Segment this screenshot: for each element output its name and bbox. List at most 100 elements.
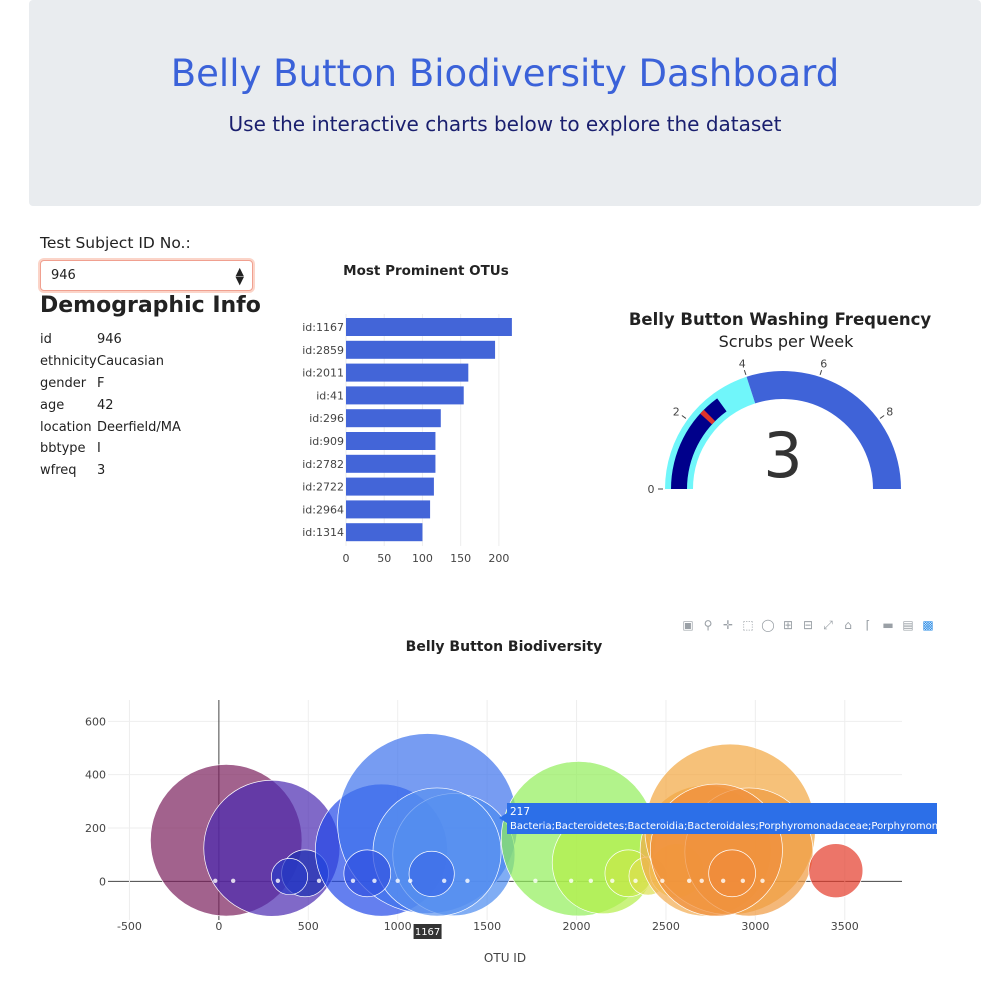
- bubble-small[interactable]: [533, 878, 538, 883]
- bubble-small[interactable]: [372, 878, 377, 883]
- demographic-value: 42: [97, 397, 114, 413]
- zoom-icon[interactable]: ⚲: [703, 618, 713, 632]
- bubble[interactable]: [271, 858, 309, 896]
- demographic-value: Deerfield/MA: [97, 419, 181, 435]
- bubble-small[interactable]: [316, 878, 322, 883]
- gauge-tick-label: 6: [820, 357, 827, 370]
- hover-tooltip-pointer: [499, 813, 507, 823]
- bubble-small[interactable]: [230, 878, 236, 883]
- bar-x-tick: 100: [412, 552, 433, 565]
- plot-modebar: ▣ ⚲ ✛ ⬚ ◯ ⊞ ⊟ ⤢ ⌂ ⌈ ▬ ▤ ▩: [680, 617, 936, 633]
- bar-y-tick: id:2011: [302, 367, 344, 380]
- bubble-small[interactable]: [760, 878, 765, 883]
- select-arrows-icon: ▲ ▼: [235, 265, 244, 287]
- bubble[interactable]: [808, 843, 864, 899]
- bubble-small[interactable]: [699, 878, 704, 883]
- demographic-value: F: [97, 375, 105, 391]
- bar[interactable]: [346, 477, 434, 496]
- bubble-small[interactable]: [633, 878, 638, 883]
- demographic-key: bbtype: [40, 441, 86, 457]
- bar-y-tick: id:2782: [302, 458, 344, 471]
- gauge-tick-label: 0: [648, 483, 655, 496]
- bubble-small[interactable]: [441, 878, 447, 883]
- demographic-row: wfreq 3: [40, 460, 181, 482]
- autoscale-icon[interactable]: ⤢: [823, 618, 833, 632]
- bubble-small[interactable]: [720, 878, 726, 883]
- bubble-small[interactable]: [213, 878, 218, 883]
- subject-select-value: 946: [51, 268, 76, 283]
- demographic-key: ethnicity: [40, 354, 97, 370]
- demographic-title: Demographic Info: [40, 293, 261, 318]
- bubble-y-tick: 400: [85, 769, 106, 782]
- bubble-x-tick: 2500: [652, 920, 680, 933]
- demographic-row: ethnicity Caucasian: [40, 351, 181, 373]
- bubble-x-tick: 500: [298, 920, 319, 933]
- bar[interactable]: [346, 340, 496, 359]
- zoom-in-icon[interactable]: ⊞: [782, 618, 794, 632]
- bubble-x-label: OTU ID: [484, 951, 526, 965]
- hover-x-label: 1167: [415, 927, 440, 938]
- bubble[interactable]: [408, 850, 455, 897]
- bubble[interactable]: [708, 849, 756, 898]
- page-title: Belly Button Biodiversity Dashboard: [170, 52, 840, 95]
- pan-icon[interactable]: ✛: [722, 618, 734, 632]
- subject-select[interactable]: 946 ▲ ▼: [40, 260, 253, 291]
- bar-y-tick: id:2722: [302, 481, 344, 494]
- bar-y-tick: id:1314: [302, 526, 344, 539]
- bar[interactable]: [346, 454, 436, 473]
- bubble-small[interactable]: [408, 878, 413, 883]
- lasso-icon[interactable]: ◯: [761, 618, 775, 632]
- gauge-tick: [681, 415, 687, 419]
- bubble-chart: Belly Button Biodiversity 0 200 400 600 -500 0…: [85, 639, 949, 965]
- hover-x-label-box: [413, 924, 442, 939]
- bar-y-tick: id:1167: [302, 321, 344, 334]
- gauge-tick-label: 4: [739, 357, 746, 370]
- gauge-subtitle: Scrubs per Week: [719, 332, 854, 351]
- bubble-x-tick: 3500: [831, 920, 859, 933]
- bubble-small[interactable]: [660, 878, 665, 883]
- bubble-small[interactable]: [275, 878, 281, 883]
- bar-y-tick: id:41: [316, 389, 344, 402]
- gauge-tick-label: 2: [673, 405, 680, 418]
- hover-closest-icon[interactable]: ▬: [882, 618, 894, 632]
- bar[interactable]: [346, 523, 423, 542]
- gauge-tick-label: 8: [886, 405, 893, 418]
- bubble-y-tick: 600: [85, 715, 106, 728]
- hover-compare-icon[interactable]: ▤: [902, 618, 914, 632]
- bar-x-tick: 150: [450, 552, 471, 565]
- bubble-y-tick: 0: [99, 875, 106, 888]
- bubble-x-tick: -500: [117, 920, 142, 933]
- box-select-icon[interactable]: ⬚: [742, 618, 754, 632]
- bubble-small[interactable]: [395, 878, 400, 883]
- bubble-x-tick: 3000: [741, 920, 769, 933]
- bar[interactable]: [346, 409, 441, 428]
- bubble-small[interactable]: [350, 878, 356, 883]
- bubble-small[interactable]: [568, 878, 574, 883]
- bubble-small[interactable]: [588, 878, 594, 883]
- bar[interactable]: [346, 386, 464, 405]
- bubble-small[interactable]: [686, 878, 692, 883]
- plotly-logo-icon[interactable]: ▩: [922, 618, 934, 632]
- bubble-small[interactable]: [740, 878, 746, 883]
- bubble-small[interactable]: [465, 878, 470, 883]
- bar-x-tick: 0: [343, 552, 350, 565]
- bar[interactable]: [346, 318, 512, 336]
- bar[interactable]: [346, 500, 431, 519]
- demographic-value: I: [97, 441, 101, 457]
- bar[interactable]: [346, 432, 436, 450]
- bubble-small[interactable]: [610, 878, 615, 883]
- home-icon[interactable]: ⌂: [844, 618, 852, 632]
- gauge-value: 3: [763, 419, 802, 492]
- bar[interactable]: [346, 363, 469, 382]
- bar-x-tick: 50: [377, 552, 391, 565]
- demographic-key: wfreq: [40, 463, 77, 479]
- bubble[interactable]: [343, 849, 392, 898]
- spike-lines-icon[interactable]: ⌈: [865, 618, 871, 632]
- demographic-row: gender F: [40, 373, 181, 395]
- bubble-x-tick: 2000: [563, 920, 591, 933]
- demographic-row: age 42: [40, 394, 181, 416]
- zoom-out-icon[interactable]: ⊟: [802, 618, 814, 632]
- bar-chart-title: Most Prominent OTUs: [343, 263, 509, 279]
- demographic-key: gender: [40, 375, 87, 391]
- camera-icon[interactable]: ▣: [682, 618, 694, 632]
